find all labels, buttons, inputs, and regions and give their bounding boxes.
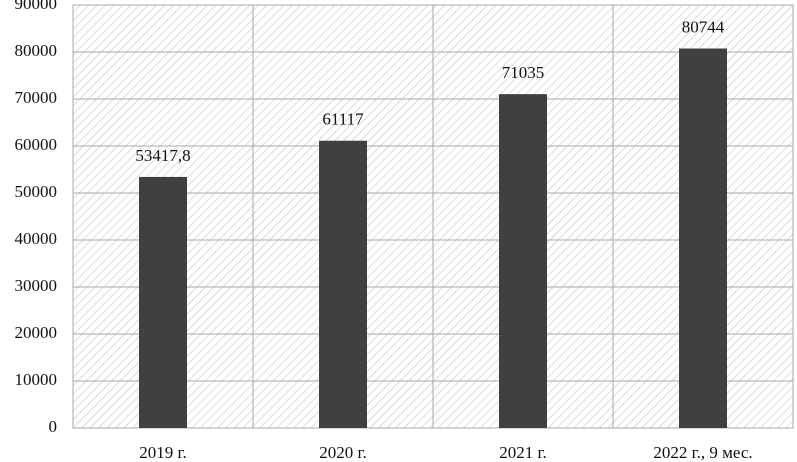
bar (679, 48, 727, 428)
value-label: 80744 (682, 17, 725, 36)
y-tick-label: 70000 (15, 88, 58, 107)
y-tick-label: 0 (49, 417, 58, 436)
value-label: 53417,8 (135, 146, 190, 165)
y-tick-label: 20000 (15, 323, 58, 342)
x-tick-label: 2022 г., 9 мес. (653, 443, 752, 462)
value-label: 61117 (322, 110, 364, 129)
x-tick-label: 2020 г. (319, 443, 367, 462)
y-tick-label: 90000 (15, 0, 58, 13)
y-tick-label: 60000 (15, 135, 58, 154)
bar (139, 176, 187, 428)
bar (499, 94, 547, 428)
x-tick-label: 2021 г. (499, 443, 547, 462)
x-tick-label: 2019 г. (139, 443, 187, 462)
bar (319, 140, 367, 428)
y-tick-label: 10000 (15, 370, 58, 389)
value-label: 71035 (502, 63, 545, 82)
y-tick-label: 30000 (15, 276, 58, 295)
y-tick-label: 80000 (15, 41, 58, 60)
y-tick-label: 40000 (15, 229, 58, 248)
y-tick-label: 50000 (15, 182, 58, 201)
